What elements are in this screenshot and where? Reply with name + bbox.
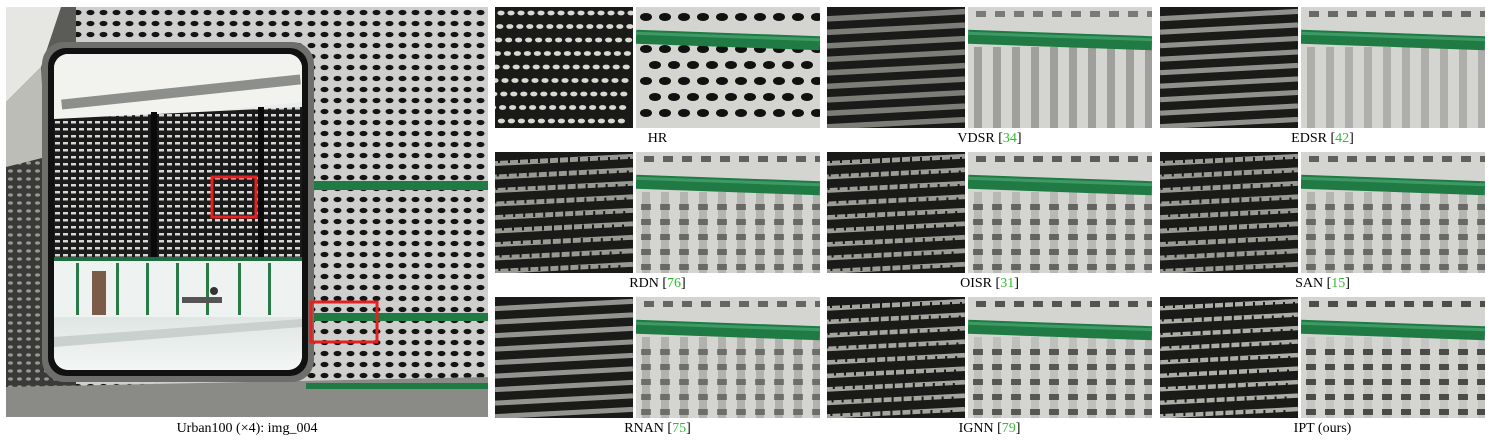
- method-caption: IPT (ours): [1160, 420, 1485, 438]
- crop-mirror-wall: [1160, 152, 1298, 273]
- crop-ceiling-rail: [968, 7, 1152, 128]
- citation-link[interactable]: 76: [667, 276, 682, 291]
- method-name: SAN: [1295, 276, 1324, 291]
- crop-mirror-wall: [827, 7, 965, 128]
- crop-ceiling-rail: [968, 152, 1152, 273]
- citation-link[interactable]: 42: [1335, 131, 1350, 146]
- citation-link[interactable]: 15: [1331, 276, 1346, 291]
- citation-link[interactable]: 34: [1002, 131, 1017, 146]
- crop-ceiling-rail: [968, 297, 1152, 418]
- urban100-scene: [6, 7, 488, 417]
- method-name: IGNN: [958, 421, 994, 436]
- method-caption: RNAN [75]: [624, 421, 691, 436]
- method-name: RDN: [629, 276, 659, 291]
- main-image: [6, 7, 488, 417]
- method-name: RNAN: [624, 421, 668, 436]
- crop-ceiling-rail: [636, 152, 820, 273]
- citation-link[interactable]: 31: [1000, 276, 1015, 291]
- citation-link[interactable]: 79: [1001, 421, 1016, 436]
- method-caption: HR: [495, 130, 820, 148]
- crop-ceiling-rail: [1301, 297, 1485, 418]
- crop-mirror-wall: [495, 152, 633, 273]
- crop-ceiling-rail: [1301, 152, 1485, 273]
- method-caption: EDSR [42]: [1291, 131, 1354, 146]
- crop-ceiling-rail: [636, 7, 820, 128]
- crop-ceiling-rail: [1301, 7, 1485, 128]
- method-caption: OISR [31]: [960, 276, 1019, 291]
- method-caption: IGNN [79]: [958, 421, 1021, 436]
- method-name: IPT (ours): [1293, 421, 1352, 436]
- crop-mirror-wall: [827, 152, 965, 273]
- method-name: OISR: [960, 276, 993, 291]
- crop-mirror-wall: [495, 297, 633, 418]
- main-caption: Urban100 (×4): img_004: [176, 421, 318, 436]
- crop-ceiling-rail: [636, 297, 820, 418]
- method-caption: VDSR [34]: [957, 131, 1022, 146]
- crop-mirror-wall: [1160, 7, 1298, 128]
- method-caption: RDN [76]: [629, 276, 686, 291]
- crop-mirror-wall: [495, 7, 633, 128]
- method-caption: SAN [15]: [1295, 276, 1350, 291]
- crop-mirror-wall: [827, 297, 965, 418]
- method-name: VDSR: [957, 131, 995, 146]
- crop-mirror-wall: [1160, 297, 1298, 418]
- method-name: HR: [647, 131, 668, 146]
- method-name: EDSR: [1291, 131, 1327, 146]
- citation-link[interactable]: 75: [672, 421, 687, 436]
